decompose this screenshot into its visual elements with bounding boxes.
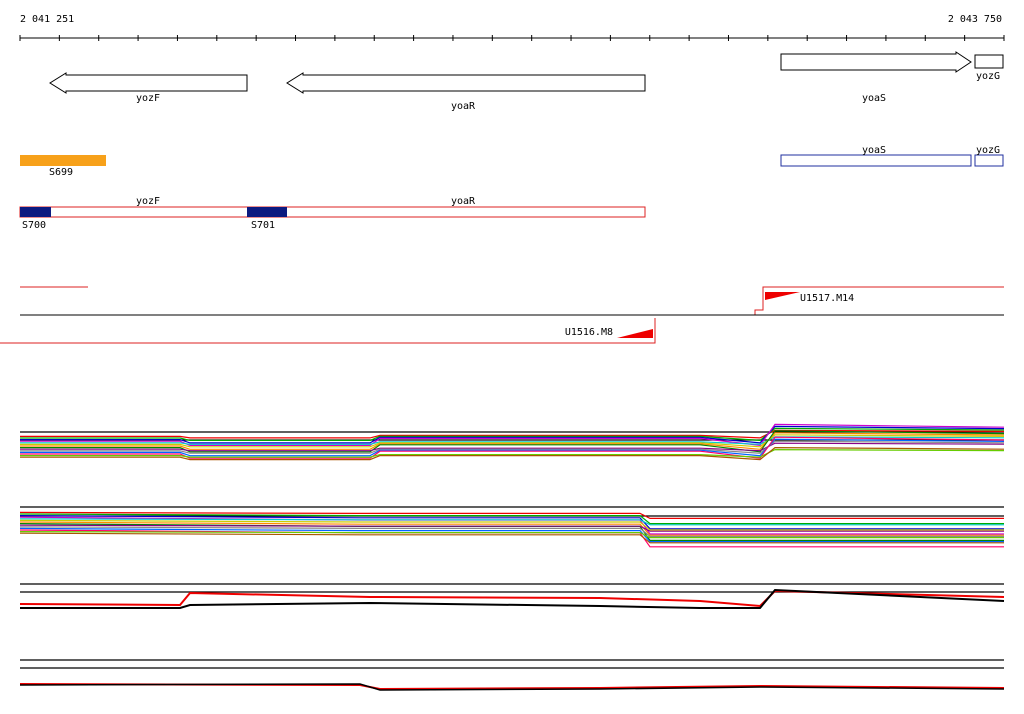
region-bar — [974, 154, 1004, 167]
gene-arrow — [286, 72, 646, 94]
transcript-label: U1517.M14 — [800, 293, 854, 304]
expression-panels — [19, 423, 1005, 691]
region-block — [20, 207, 51, 217]
region-label: yozG — [976, 145, 1000, 156]
region-label: yoaR — [451, 196, 476, 207]
ruler-end: 2 043 750 — [948, 14, 1002, 25]
ruler-start: 2 041 251 — [20, 14, 74, 25]
expression-line — [19, 526, 1004, 538]
expression-line — [19, 513, 1004, 525]
region-label: S699 — [49, 167, 73, 178]
expression-line — [19, 530, 1004, 539]
region-label: S701 — [251, 220, 275, 231]
ruler: 2 041 251 2 043 750 — [19, 14, 1005, 41]
gene-label: yozG — [976, 71, 1000, 82]
expression-line — [19, 514, 1004, 530]
region-bar — [780, 154, 972, 167]
expression-line — [19, 521, 1004, 536]
region-label: S700 — [22, 220, 46, 231]
region-block — [247, 207, 287, 217]
expression-line — [19, 511, 1004, 520]
expression-line — [20, 423, 1005, 447]
transcript-track — [0, 286, 1004, 344]
gene-label: yoaR — [451, 101, 476, 112]
gene-label: yozF — [136, 93, 160, 104]
expression-line — [19, 532, 1004, 544]
transcript-line — [754, 286, 1004, 315]
gene-arrow — [49, 72, 248, 94]
expression-line — [19, 519, 1004, 531]
gene-label: yoaS — [862, 93, 886, 104]
transcript-start — [765, 292, 800, 300]
transcript-line — [0, 318, 656, 344]
gene-arrow — [780, 51, 972, 73]
gene-track — [49, 51, 1004, 94]
expression-line — [20, 588, 1005, 609]
expression-line — [20, 446, 1005, 461]
expression-line — [20, 430, 1005, 453]
expression-line — [19, 527, 1004, 543]
expression-line — [19, 683, 1005, 691]
gene-box — [974, 54, 1004, 69]
expression-line — [20, 436, 1005, 459]
expression-line — [19, 524, 1004, 532]
region-bar — [19, 206, 646, 218]
transcript-label: U1516.M8 — [565, 327, 613, 338]
region-bar — [20, 155, 106, 166]
region-label: yoaS — [862, 145, 886, 156]
expression-line — [19, 518, 1004, 526]
transcript-start — [617, 329, 653, 338]
region-label: yozF — [136, 196, 160, 207]
